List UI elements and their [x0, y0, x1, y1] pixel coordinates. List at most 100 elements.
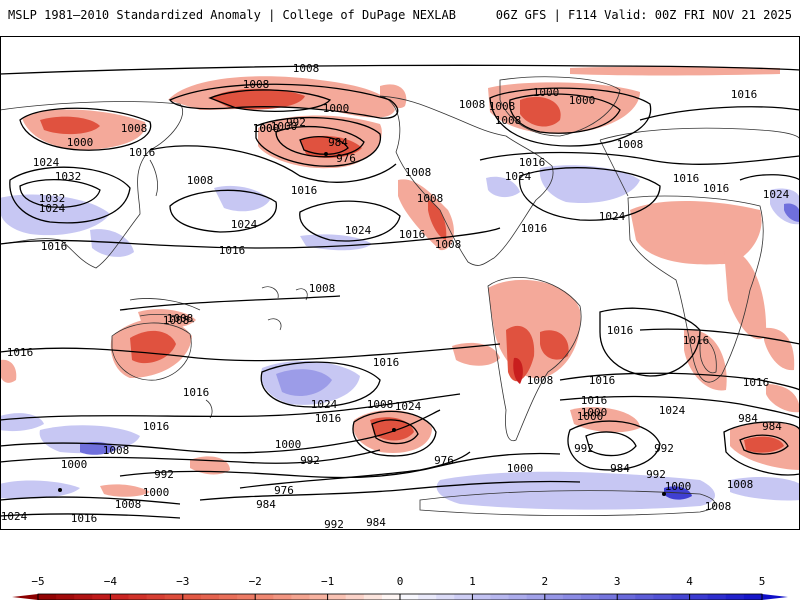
isobar-label: 1000: [323, 102, 350, 115]
isobar-africa-1016: [599, 307, 701, 377]
colorbar-tick-label: 3: [614, 575, 621, 588]
isobar-southern-1008-low: [0, 496, 181, 505]
colorbar-swatch: [164, 594, 184, 600]
isobar-label: 1024: [659, 404, 686, 417]
anomaly-low-aleutian-core: [210, 88, 305, 110]
isobar-south-pacific-1024: [260, 361, 381, 408]
isobar-label: 1016: [291, 184, 318, 197]
colorbar-swatch: [653, 594, 672, 600]
colorbar: −5 −4 −3 −2 −1 0 1 2 3 4 5: [12, 575, 788, 600]
isobar-label: 1024: [1, 510, 28, 523]
isobar-label: 992: [154, 468, 174, 481]
isobar-label: 1016: [581, 394, 608, 407]
map-title: MSLP 1981–2010 Standardized Anomaly | Co…: [8, 8, 456, 22]
isobar-label: 1000: [275, 438, 302, 451]
isobar-label: 992: [300, 454, 320, 467]
isobar-label: 1008: [417, 192, 444, 205]
isobar-east-1024: [739, 174, 800, 181]
colorbar-tick-label: 0: [397, 575, 404, 588]
isobar-southern-976: [239, 451, 471, 489]
isobar-label: 1024: [763, 188, 790, 201]
colorbar-swatch: [38, 594, 57, 600]
colorbar-tick-label: 4: [686, 575, 693, 588]
colorbar-labels: −5 −4 −3 −2 −1 0 1 2 3 4 5: [31, 575, 765, 588]
anomaly-low-west-us-core: [428, 200, 447, 240]
isobar-label: 1008: [405, 166, 432, 179]
coast-greenland: [499, 76, 621, 137]
colorbar-swatch: [707, 594, 727, 600]
isobar-label: 1000: [271, 120, 298, 133]
low-center-dot: [392, 428, 396, 432]
isobar-label: 1016: [521, 222, 548, 235]
colorbar-swatch: [110, 594, 129, 600]
anomaly-low-southern-ocean-west: [100, 484, 150, 497]
isobar-label: 992: [646, 468, 666, 481]
isobar-label: 1000: [569, 94, 596, 107]
isobar-label: 1016: [731, 88, 758, 101]
isobar-label: 1000: [665, 480, 692, 493]
isobar-label: 1024: [33, 156, 60, 169]
isobar-south-pacific-low: [352, 410, 437, 457]
isobar-atlantic-1024: [518, 167, 661, 221]
isobar-label: 1008: [495, 114, 522, 127]
isobar-southern-992: [119, 452, 561, 479]
isobar-label: 1008: [459, 98, 486, 111]
colorbar-right-arrow: [762, 594, 788, 600]
colorbar-tick-label: −4: [104, 575, 118, 588]
anomaly-high-south-pacific-core: [276, 369, 332, 396]
colorbar-swatch: [562, 594, 582, 600]
isobar-south-indian-low-inner: [739, 434, 789, 455]
isobar-label: 1008: [309, 282, 336, 295]
colorbar-swatch: [56, 594, 75, 600]
anomaly-high-north-pacific: [214, 185, 270, 212]
anomaly-low-indonesia: [138, 309, 196, 329]
anomaly-low-greenland-core: [520, 96, 561, 127]
colorbar-swatch: [508, 594, 528, 600]
isobar-indian-1016: [639, 328, 800, 345]
coast-indonesia: [129, 298, 201, 323]
anomaly-low-southern-atlantic: [570, 407, 640, 433]
isobar-label: 1024: [311, 398, 338, 411]
isobar-label: 1008: [115, 498, 142, 511]
colorbar-swatch: [743, 594, 763, 600]
anomaly-low-siberia-core: [40, 116, 100, 135]
isobar-label: 1008: [617, 138, 644, 151]
coast-antarctica: [419, 490, 716, 517]
colorbar-tick-label: −3: [176, 575, 189, 588]
isobar-south-atlantic-low: [567, 420, 661, 471]
isobar-south-atlantic-low-inner: [585, 431, 637, 457]
colorbar-swatch: [182, 594, 202, 600]
isobar-label: 1016: [219, 244, 246, 257]
colorbar-swatch: [309, 594, 329, 600]
anomaly-low-east-edge: [766, 384, 800, 413]
anomaly-high-southern-east: [730, 477, 800, 501]
colorbar-ticks: [37, 593, 763, 600]
anomaly-shading: [0, 66, 800, 510]
coast-north-america: [379, 95, 554, 266]
anomaly-low-south-atlantic: [452, 342, 500, 366]
anomaly-high-east-edge-core: [784, 203, 800, 222]
isobar-greenland-1000: [509, 93, 621, 134]
low-centers: [58, 152, 666, 496]
colorbar-swatch: [436, 594, 455, 600]
isobar-label: 1008: [121, 122, 148, 135]
colorbar-swatches: [12, 594, 788, 600]
isobar-label: 1016: [743, 376, 770, 389]
isobar-label: 1000: [253, 122, 280, 135]
isobar-southern-1016: [0, 343, 501, 362]
isobar-label: 1016: [7, 346, 34, 359]
isobar-label: 1000: [577, 410, 604, 423]
isobar-label: 1016: [129, 146, 156, 159]
colorbar-swatch: [725, 594, 745, 600]
isobar-south-1016-east: [559, 372, 800, 391]
colorbar-swatch: [237, 594, 256, 600]
isobar-label: 984: [610, 462, 630, 475]
isobar-label: 1016: [183, 386, 210, 399]
isobar-label: 1024: [231, 218, 258, 231]
isobar-label: 1008: [243, 78, 270, 91]
anomaly-high-south-indian-west: [39, 425, 141, 454]
isobar-equator-1008: [119, 295, 341, 311]
low-center-dot: [662, 492, 666, 496]
isobars: [0, 64, 800, 519]
colorbar-swatch: [689, 594, 709, 600]
